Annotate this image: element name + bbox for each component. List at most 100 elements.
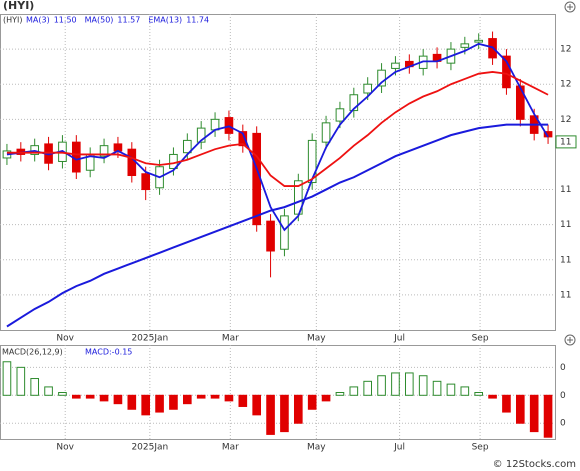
y-tick-label: 11 [560,220,571,230]
candle-body [349,94,359,112]
legend-name: EMA(13) [148,16,182,25]
candle-body [335,108,345,122]
price-tag: 11 [560,137,571,147]
macd-bar [44,386,53,396]
x-tick-label: Jul [393,334,405,344]
macd-bar [71,394,81,399]
candle-body [113,143,123,152]
macd-bar [515,394,525,424]
x-tick-label: Mar [222,443,239,453]
legend-name: MA(50) [85,16,114,25]
x-tick-label: May [307,443,326,453]
x-tick-label: Jul [393,443,405,453]
y-tick-label: 12 [560,45,571,55]
macd-bar [58,392,67,396]
macd-bar [307,394,317,410]
y-tick-label: 12 [560,80,571,90]
y-tick-label: 0 [560,363,566,373]
y-tick-label: 11 [560,185,571,195]
macd-bar [349,386,359,396]
candle-body [238,131,248,147]
macd-bar [377,375,386,396]
macd-bar [502,394,511,413]
macd-bar [280,394,289,433]
macd-bar [85,394,95,399]
x-tick-label: Nov [56,443,74,453]
macd-bar [446,383,456,396]
candle-body [307,139,317,184]
x-tick-label: 2025Jan [131,443,168,453]
line-series [6,42,549,232]
macd-bar [474,392,484,396]
candle-body [280,215,289,250]
candle-body [363,83,373,94]
macd-bar [252,394,262,416]
macd-bar [363,380,373,396]
macd-bar [391,372,400,396]
line-series [6,123,549,328]
toggle-icons[interactable] [564,1,576,346]
legend-name: MA(3) [26,16,50,25]
y-tick-label: 0 [560,391,566,401]
macd-bar [404,372,414,396]
macd-bar [16,366,26,396]
price-frame [0,14,556,331]
macd-bar [488,394,497,399]
macd-bar [238,394,248,407]
candle-body [460,43,470,48]
y-tick-label: 11 [560,255,571,265]
x-tick-label: Sep [472,443,489,453]
macd-bar [169,394,178,410]
macd-bar [460,386,470,396]
macd-bar [113,394,123,405]
macd-bar [293,394,303,424]
candle-body [377,69,386,87]
macd-bar [155,394,164,413]
macd-bar [266,394,275,435]
price-tag-box [555,135,577,149]
macd-bar [182,394,192,405]
macd-bar [432,380,442,396]
y-tick-label: 0 [560,419,566,429]
x-tick-label: May [307,334,326,344]
candle-body [182,139,192,154]
macd-bar [127,394,137,410]
legend-ticker: (HYI) [3,16,23,25]
macd-bar [99,394,109,402]
macd-bar [30,378,40,396]
legend-value: 11.57 [117,16,140,25]
candle-body [127,148,137,177]
macd-bar [224,394,234,402]
macd-bar [529,394,539,433]
watermark: © 12Stocks.com [493,459,576,470]
chart-title: (HYI) [3,0,34,12]
x-tick-label: Nov [56,334,74,344]
macd-bar [543,394,553,438]
macd-bar [210,394,220,399]
macd-bar [321,394,331,402]
candle-body [252,132,262,226]
y-tick-label: 11 [560,290,571,300]
line-series [6,71,549,187]
macd-last: MACD:-0.15 [85,348,132,357]
candle-body [141,173,151,191]
x-tick-label: Sep [472,334,489,344]
candle-body [196,127,206,143]
candle-body [266,220,275,252]
candle-body [99,145,109,157]
macd-bar [2,361,12,396]
macd-title: MACD(26,12,9) [2,348,63,357]
candle-body [391,62,400,69]
x-tick-label: Mar [222,334,239,344]
candle-body [502,55,511,89]
candle-body [321,122,331,143]
macd-bar [418,375,428,396]
macd-bar [141,394,151,416]
x-tick-label: 2025Jan [131,334,168,344]
macd-bar [196,394,206,399]
legend-value: 11.74 [186,16,209,25]
macd-bar [335,392,345,396]
macd-frame [0,345,556,440]
y-tick-label: 12 [560,115,571,125]
